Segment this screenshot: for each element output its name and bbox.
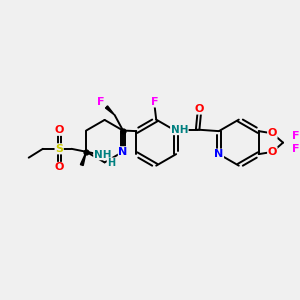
Text: O: O bbox=[194, 104, 204, 114]
Polygon shape bbox=[105, 106, 115, 115]
Text: F: F bbox=[292, 144, 299, 154]
Text: O: O bbox=[268, 128, 277, 138]
Text: O: O bbox=[54, 125, 64, 135]
Text: O: O bbox=[268, 147, 277, 157]
Polygon shape bbox=[80, 152, 86, 166]
Text: NH: NH bbox=[94, 150, 111, 160]
Text: S: S bbox=[55, 144, 63, 154]
Text: O: O bbox=[54, 162, 64, 172]
Text: NH: NH bbox=[171, 125, 188, 135]
Text: N: N bbox=[118, 147, 127, 157]
Text: F: F bbox=[151, 97, 158, 107]
Text: H: H bbox=[107, 158, 116, 168]
Text: F: F bbox=[292, 131, 299, 141]
Text: N: N bbox=[214, 149, 224, 159]
Text: F: F bbox=[98, 97, 105, 106]
